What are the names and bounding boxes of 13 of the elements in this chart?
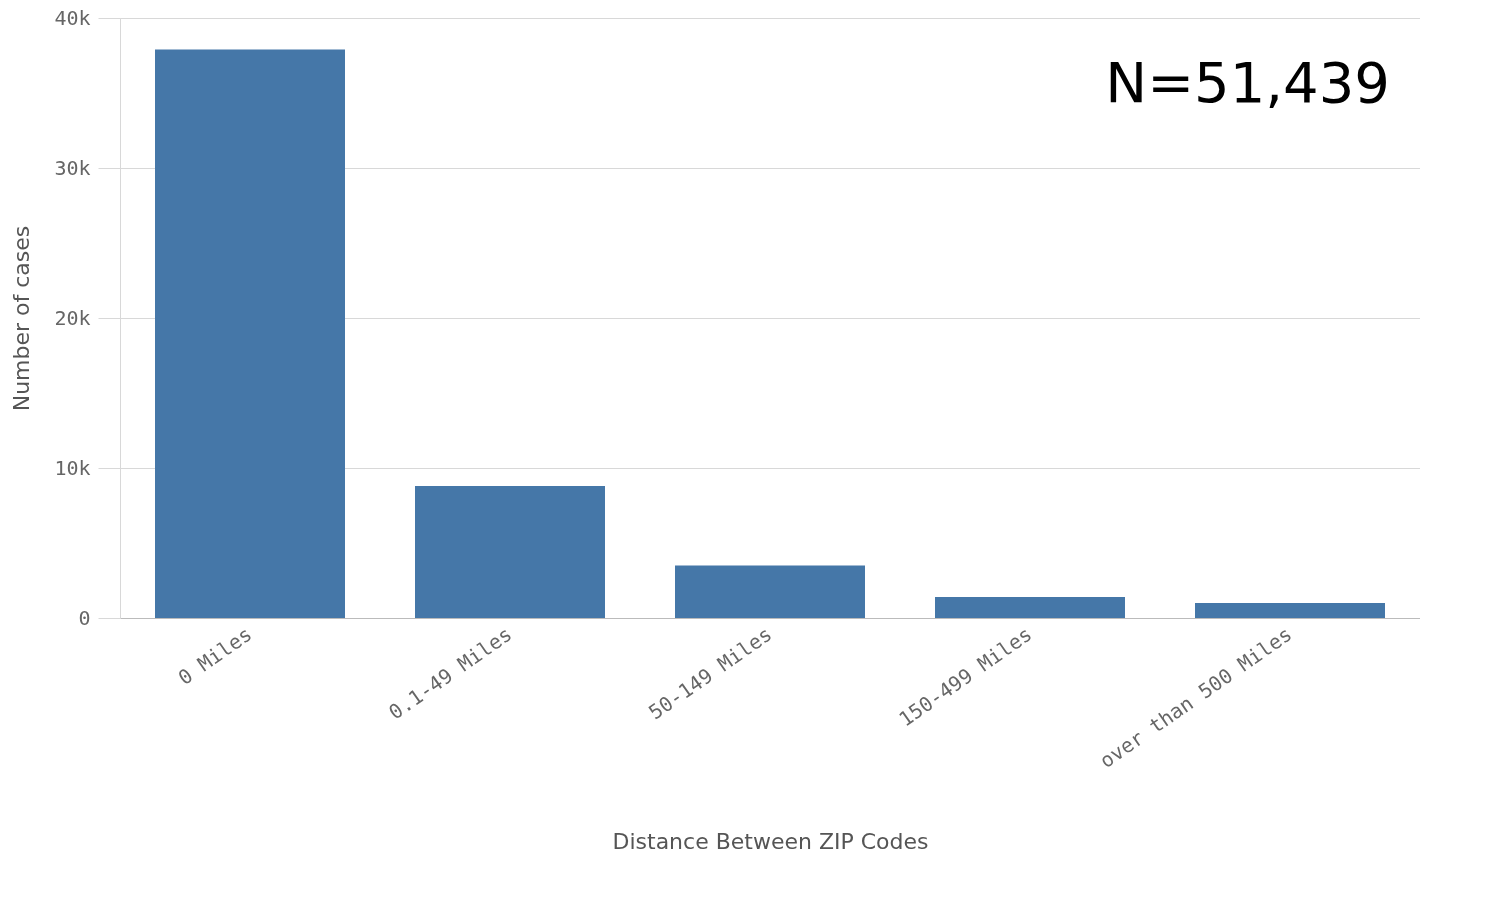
bar bbox=[675, 565, 865, 618]
bar bbox=[935, 597, 1125, 618]
x-axis-title: Distance Between ZIP Codes bbox=[612, 828, 929, 854]
bar bbox=[415, 486, 605, 618]
y-tick-label: 20k bbox=[54, 305, 91, 330]
bar bbox=[155, 49, 345, 618]
annotation: N=51,439 bbox=[1105, 50, 1390, 115]
y-tick-label: 0 bbox=[78, 605, 91, 630]
y-axis-title: Number of cases bbox=[9, 225, 35, 412]
y-tick-label: 30k bbox=[54, 155, 91, 180]
y-tick-label: 40k bbox=[54, 5, 91, 30]
bar bbox=[1195, 603, 1385, 618]
y-tick-label: 10k bbox=[54, 455, 91, 480]
